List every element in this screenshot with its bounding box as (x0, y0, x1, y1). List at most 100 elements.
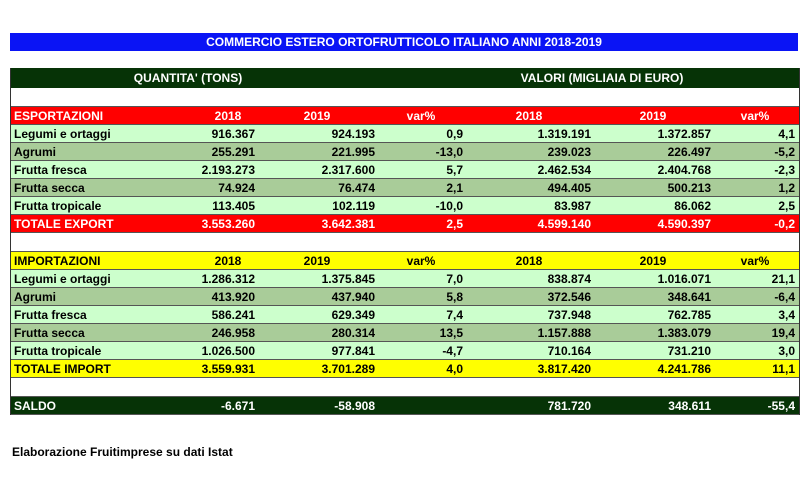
cell-value: 372.546 (547, 290, 591, 304)
cell-value: -5,2 (774, 145, 795, 159)
cell-value: 2019 (639, 254, 667, 268)
cell-value: var% (406, 109, 436, 123)
cell-value: var% (740, 254, 770, 268)
table-row: Legumi e ortaggi 1.286.312 1.375.845 7,0 838… (11, 270, 799, 288)
row-label: Frutta fresca (14, 163, 87, 177)
import-header-row: IMPORTAZIONI 2018 2019 var% 2018 2019 var% (11, 252, 799, 270)
cell-value: var% (740, 109, 770, 123)
cell-value: 221.995 (331, 145, 375, 159)
cell-value: 3,4 (778, 308, 795, 322)
cell-value: 226.497 (667, 145, 711, 159)
table-row: Frutta fresca 586.241 629.349 7,4 737.948 762… (11, 306, 799, 324)
cell-value: 3.642.381 (321, 217, 375, 231)
row-label: TOTALE EXPORT (14, 217, 114, 231)
cell-value: 2.193.273 (201, 163, 255, 177)
cell-value: 5,7 (446, 163, 463, 177)
cell-value: 1.026.500 (201, 344, 255, 358)
cell-value: 2,5 (778, 199, 795, 213)
cell-value: 1,2 (778, 181, 795, 195)
row-label: Frutta secca (14, 326, 85, 340)
row-label: Legumi e ortaggi (14, 127, 111, 141)
cell-value: 3.559.931 (201, 362, 255, 376)
row-label: Frutta fresca (14, 308, 87, 322)
cell-value: 13,5 (439, 326, 463, 340)
cell-value: 762.785 (667, 308, 711, 322)
cell-value: 2019 (639, 109, 667, 123)
cell-value: 500.213 (667, 181, 711, 195)
cell-value: 437.940 (331, 290, 375, 304)
section-header-row: QUANTITA' (TONS) VALORI (MIGLIAIA DI EUR… (11, 68, 799, 88)
cell-value: 1.319.191 (537, 127, 591, 141)
cell-value: 280.314 (331, 326, 375, 340)
cell-value: 4,0 (446, 362, 463, 376)
cell-value: 4.241.786 (657, 362, 711, 376)
table-title: COMMERCIO ESTERO ORTOFRUTTICOLO ITALIANO… (10, 33, 798, 51)
values-header: VALORI (MIGLIAIA DI EURO) (520, 71, 684, 85)
cell-value: 737.948 (547, 308, 591, 322)
cell-value: 83.987 (554, 199, 591, 213)
cell-value: 2.317.600 (321, 163, 375, 177)
cell-value: 0,9 (446, 127, 463, 141)
cell-value: -10,0 (435, 199, 463, 213)
cell-value (379, 397, 467, 414)
export-total-row: TOTALE EXPORT 3.553.260 3.642.381 2,5 4.599.… (11, 215, 799, 233)
row-label: IMPORTAZIONI (14, 254, 101, 268)
cell-value: 494.405 (547, 181, 591, 195)
cell-value: 2018 (214, 109, 242, 123)
table-row: Frutta tropicale 113.405 102.119 -10,0 83.98… (11, 197, 799, 215)
import-total-row: TOTALE IMPORT 3.559.931 3.701.289 4,0 3.817.… (11, 360, 799, 378)
row-label: Agrumi (14, 145, 56, 159)
cell-value: 2018 (515, 109, 543, 123)
table-row: Frutta fresca 2.193.273 2.317.600 5,7 2.462.… (11, 161, 799, 179)
cell-value: 74.924 (218, 181, 255, 195)
cell-value: 86.062 (674, 199, 711, 213)
cell-value: 1.375.845 (321, 272, 375, 286)
cell-value: 413.920 (211, 290, 255, 304)
row-label: ESPORTAZIONI (14, 109, 104, 123)
cell-value: var% (406, 254, 436, 268)
cell-value: 4,1 (778, 127, 795, 141)
cell-value: 3.817.420 (537, 362, 591, 376)
cell-value: 4.599.140 (537, 217, 591, 231)
row-label: Legumi e ortaggi (14, 272, 111, 286)
spacer-row (11, 233, 799, 252)
table-row: Frutta secca 246.958 280.314 13,5 1.157.888 1… (11, 324, 799, 342)
cell-value: 1.016.071 (657, 272, 711, 286)
cell-value: 1.157.888 (537, 326, 591, 340)
cell-value: 3.553.260 (201, 217, 255, 231)
cell-value: 11,1 (772, 362, 795, 376)
cell-value: -55,4 (767, 399, 795, 413)
row-label: Agrumi (14, 290, 56, 304)
cell-value: 348.641 (667, 290, 711, 304)
cell-value: 586.241 (211, 308, 255, 322)
cell-value: 710.164 (547, 344, 591, 358)
cell-value: 1.286.312 (201, 272, 255, 286)
table-row: Agrumi 413.920 437.940 5,8 372.546 348.641 -6,… (11, 288, 799, 306)
cell-value: 924.193 (331, 127, 375, 141)
cell-value: 2,5 (446, 217, 463, 231)
cell-value: 629.349 (331, 308, 375, 322)
cell-value: -13,0 (435, 145, 463, 159)
cell-value: 2019 (303, 254, 331, 268)
table-row: Frutta secca 74.924 76.474 2,1 494.405 500.21… (11, 179, 799, 197)
cell-value: 731.210 (667, 344, 711, 358)
export-header-row: ESPORTAZIONI 2018 2019 var% 2018 2019 var% (11, 107, 799, 125)
source-note: Elaborazione Fruitimprese su dati Istat (12, 445, 233, 459)
cell-value: 255.291 (211, 145, 255, 159)
cell-value: 76.474 (338, 181, 375, 195)
cell-value: 7,0 (446, 272, 463, 286)
cell-value: 838.874 (547, 272, 591, 286)
quantity-header: QUANTITA' (TONS) (133, 71, 243, 85)
cell-value: 4.590.397 (657, 217, 711, 231)
cell-value: 1.383.079 (657, 326, 711, 340)
cell-value: 977.841 (331, 344, 375, 358)
saldo-row: SALDO -6.671 -58.908 781.720 348.611 -55,4 (11, 397, 799, 415)
cell-value: -2,3 (774, 163, 795, 177)
trade-table: QUANTITA' (TONS) VALORI (MIGLIAIA DI EUR… (10, 68, 800, 415)
cell-value: -6,4 (774, 290, 795, 304)
table-row: Agrumi 255.291 221.995 -13,0 239.023 226.497 -… (11, 143, 799, 161)
cell-value: -6.671 (220, 399, 255, 413)
cell-value: 2019 (303, 109, 331, 123)
cell-value: 2.404.768 (657, 163, 711, 177)
spacer-row (11, 88, 799, 107)
